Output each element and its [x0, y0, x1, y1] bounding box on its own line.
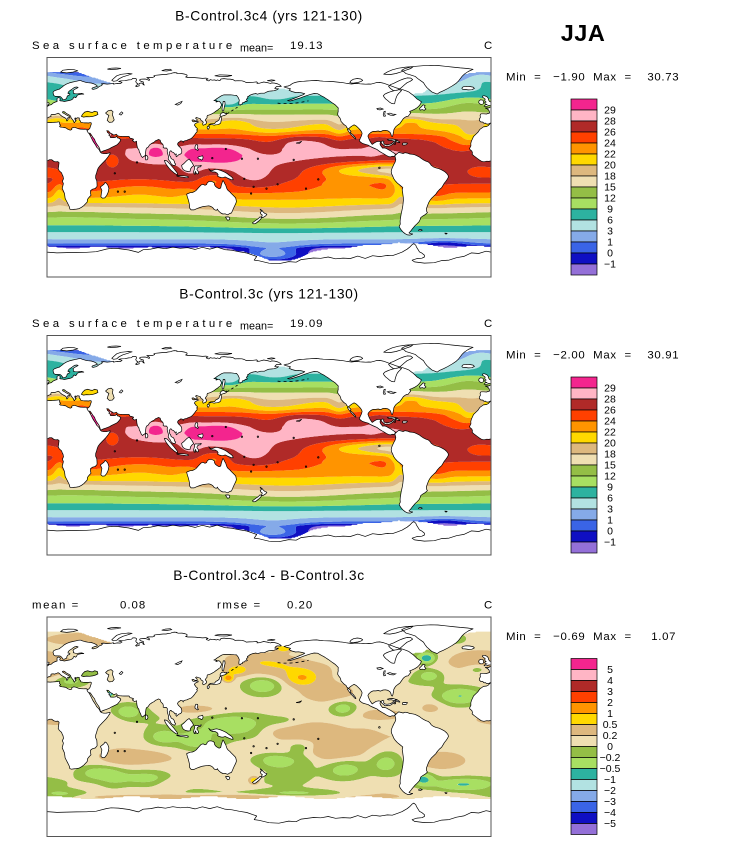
svg-text:9: 9: [607, 482, 613, 494]
svg-text:26: 26: [604, 127, 616, 139]
svg-text:0.5: 0.5: [603, 719, 618, 731]
svg-text:−1: −1: [604, 774, 616, 786]
svg-text:19.09: 19.09: [290, 318, 324, 330]
svg-text:−0.2: −0.2: [600, 752, 621, 764]
svg-text:0.08: 0.08: [120, 600, 146, 612]
svg-text:9: 9: [607, 204, 613, 216]
svg-text:18: 18: [604, 449, 616, 461]
svg-text:mean =: mean =: [32, 600, 80, 612]
svg-text:1: 1: [607, 515, 613, 527]
svg-text:29: 29: [604, 383, 616, 395]
svg-text:20: 20: [604, 160, 616, 172]
svg-text:rmse =: rmse =: [217, 600, 262, 612]
svg-text:Min = −1.90 Max = 30.7: Min = −1.90 Max = 30.73: [506, 72, 679, 84]
svg-text:24: 24: [604, 138, 616, 150]
svg-text:Min = −2.00 Max = 30.9: Min = −2.00 Max = 30.91: [506, 350, 679, 362]
svg-text:1: 1: [607, 237, 613, 249]
svg-text:22: 22: [604, 427, 616, 439]
svg-text:6: 6: [607, 215, 613, 227]
svg-text:0.20: 0.20: [287, 600, 313, 612]
svg-text:5: 5: [607, 664, 613, 676]
svg-text:28: 28: [604, 394, 616, 406]
svg-text:12: 12: [604, 471, 616, 483]
svg-text:19.13: 19.13: [290, 40, 324, 52]
svg-text:3: 3: [607, 686, 613, 698]
svg-text:4: 4: [607, 675, 613, 687]
svg-text:−3: −3: [604, 796, 616, 808]
svg-text:Sea surface temperature: Sea surface temperature: [32, 318, 236, 330]
svg-text:−1: −1: [604, 259, 616, 271]
svg-text:1: 1: [607, 708, 613, 720]
svg-text:6: 6: [607, 493, 613, 505]
svg-text:C: C: [484, 318, 492, 330]
svg-text:C: C: [484, 40, 492, 52]
svg-text:mean=: mean=: [240, 43, 273, 55]
svg-text:15: 15: [604, 182, 616, 194]
svg-text:29: 29: [604, 105, 616, 117]
svg-text:24: 24: [604, 416, 616, 428]
svg-text:mean=: mean=: [240, 321, 273, 333]
svg-text:−1: −1: [604, 537, 616, 549]
svg-text:0: 0: [607, 248, 613, 260]
svg-text:3: 3: [607, 226, 613, 238]
svg-text:22: 22: [604, 149, 616, 161]
svg-text:3: 3: [607, 504, 613, 516]
svg-text:18: 18: [604, 171, 616, 183]
svg-text:15: 15: [604, 460, 616, 472]
svg-text:C: C: [484, 600, 492, 612]
svg-text:B-Control.3c (yrs 121-130): B-Control.3c (yrs 121-130): [179, 287, 358, 302]
svg-text:0.2: 0.2: [603, 730, 618, 742]
svg-text:0: 0: [607, 741, 613, 753]
svg-text:JJA: JJA: [561, 20, 606, 46]
svg-text:B-Control.3c4 - B-Control.3c: B-Control.3c4 - B-Control.3c: [173, 568, 365, 583]
svg-text:0: 0: [607, 526, 613, 538]
svg-text:−4: −4: [604, 807, 616, 819]
svg-text:2: 2: [607, 697, 613, 709]
svg-text:12: 12: [604, 193, 616, 205]
svg-text:26: 26: [604, 405, 616, 417]
svg-text:B-Control.3c4 (yrs 121-130): B-Control.3c4 (yrs 121-130): [175, 9, 363, 24]
svg-text:Min = −0.69 Max = 1.0: Min = −0.69 Max = 1.07: [506, 631, 676, 643]
svg-text:−0.5: −0.5: [600, 763, 621, 775]
svg-text:Sea surface temperature: Sea surface temperature: [32, 40, 236, 52]
svg-text:−5: −5: [604, 818, 616, 830]
svg-text:20: 20: [604, 438, 616, 450]
svg-text:28: 28: [604, 116, 616, 128]
svg-text:−2: −2: [604, 785, 616, 797]
